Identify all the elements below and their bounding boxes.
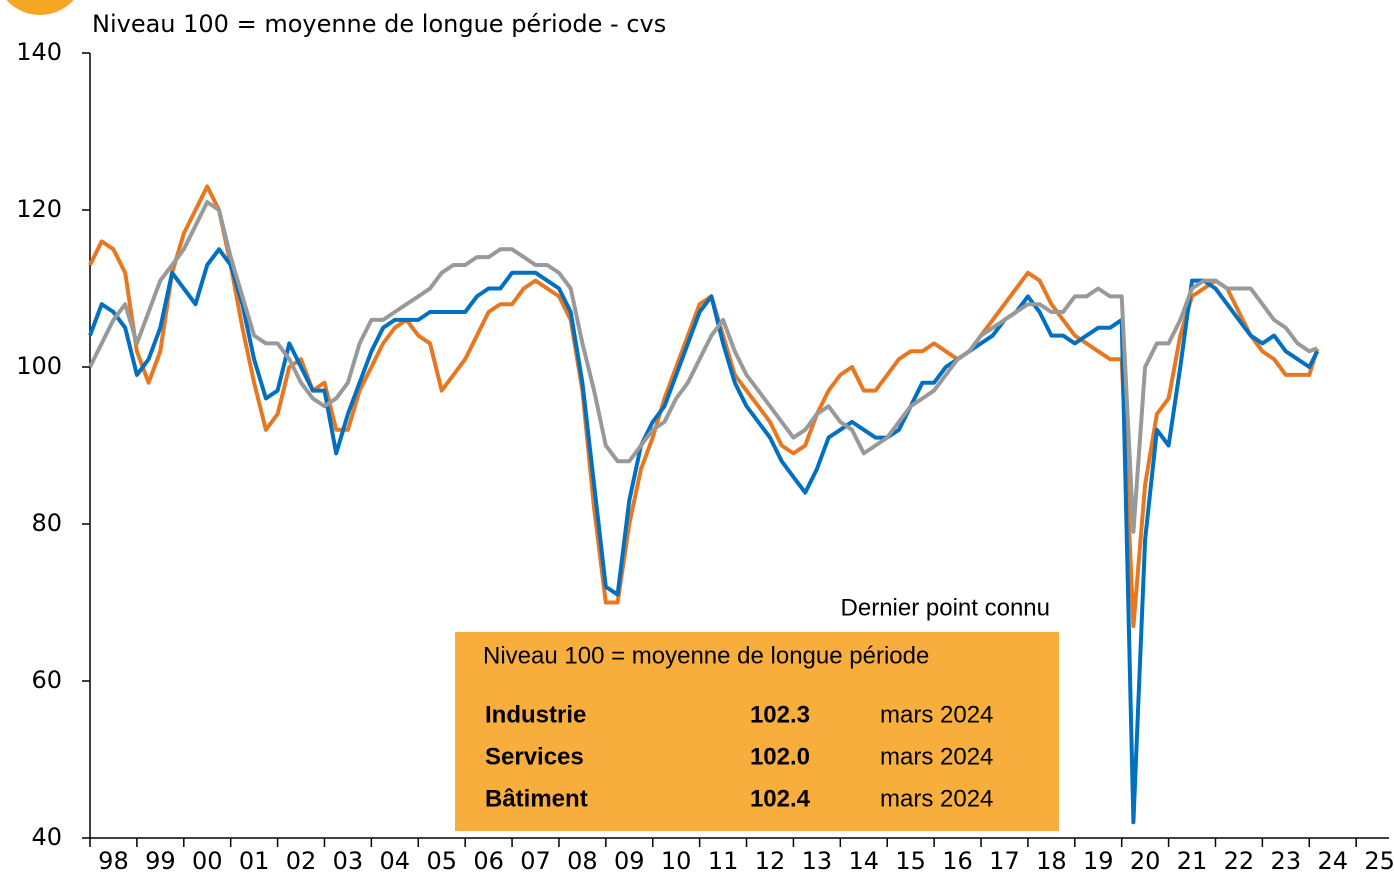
x-tick-label: 25 xyxy=(1364,847,1394,875)
x-tick-label: 13 xyxy=(802,847,833,875)
x-tick-label: 02 xyxy=(286,847,317,875)
legend-value: 102.3 xyxy=(750,701,810,728)
x-tick-label: 03 xyxy=(333,847,364,875)
x-tick-label: 18 xyxy=(1036,847,1067,875)
legend-date: mars 2024 xyxy=(880,701,993,728)
legend-name: Bâtiment xyxy=(485,785,588,812)
y-tick-label: 40 xyxy=(31,823,62,851)
x-tick-label: 21 xyxy=(1177,847,1208,875)
x-tick-label: 00 xyxy=(192,847,223,875)
x-tick-label: 09 xyxy=(614,847,645,875)
y-tick-label: 120 xyxy=(16,195,62,223)
legend-box xyxy=(455,632,1059,831)
legend-date: mars 2024 xyxy=(880,743,993,770)
x-tick-label: 08 xyxy=(567,847,598,875)
x-tick-label: 04 xyxy=(380,847,411,875)
x-tick-label: 14 xyxy=(848,847,879,875)
x-tick-label: 15 xyxy=(895,847,926,875)
x-tick-label: 11 xyxy=(708,847,739,875)
x-tick-label: 06 xyxy=(473,847,504,875)
x-tick-label: 24 xyxy=(1317,847,1348,875)
legend-value: 102.0 xyxy=(750,743,810,770)
x-tick-label: 05 xyxy=(426,847,457,875)
logo xyxy=(6,0,74,15)
series-line xyxy=(88,184,1320,628)
series-line xyxy=(88,247,1320,825)
y-tick-label: 100 xyxy=(16,352,62,380)
y-tick-label: 140 xyxy=(16,38,62,66)
chart-title: Niveau 100 = moyenne de longue période -… xyxy=(92,10,666,38)
x-tick-label: 99 xyxy=(145,847,176,875)
y-tick-label: 80 xyxy=(31,509,62,537)
x-tick-label: 12 xyxy=(755,847,786,875)
x-tick-label: 17 xyxy=(989,847,1020,875)
x-tick-label: 20 xyxy=(1130,847,1161,875)
legend-name: Services xyxy=(485,743,584,770)
legend-caption: Dernier point connu xyxy=(841,594,1050,621)
x-tick-label: 16 xyxy=(942,847,973,875)
legend-name: Industrie xyxy=(485,701,586,728)
legend-date: mars 2024 xyxy=(880,785,993,812)
legend-heading: Niveau 100 = moyenne de longue période xyxy=(483,642,929,669)
x-tick-label: 23 xyxy=(1271,847,1302,875)
y-tick-label: 60 xyxy=(31,666,62,694)
series-line xyxy=(88,200,1319,534)
x-tick-label: 22 xyxy=(1224,847,1255,875)
x-tick-label: 19 xyxy=(1083,847,1114,875)
x-tick-label: 98 xyxy=(98,847,129,875)
x-tick-label: 01 xyxy=(239,847,270,875)
x-tick-label: 10 xyxy=(661,847,692,875)
legend-value: 102.4 xyxy=(750,785,811,812)
x-tick-label: 07 xyxy=(520,847,551,875)
